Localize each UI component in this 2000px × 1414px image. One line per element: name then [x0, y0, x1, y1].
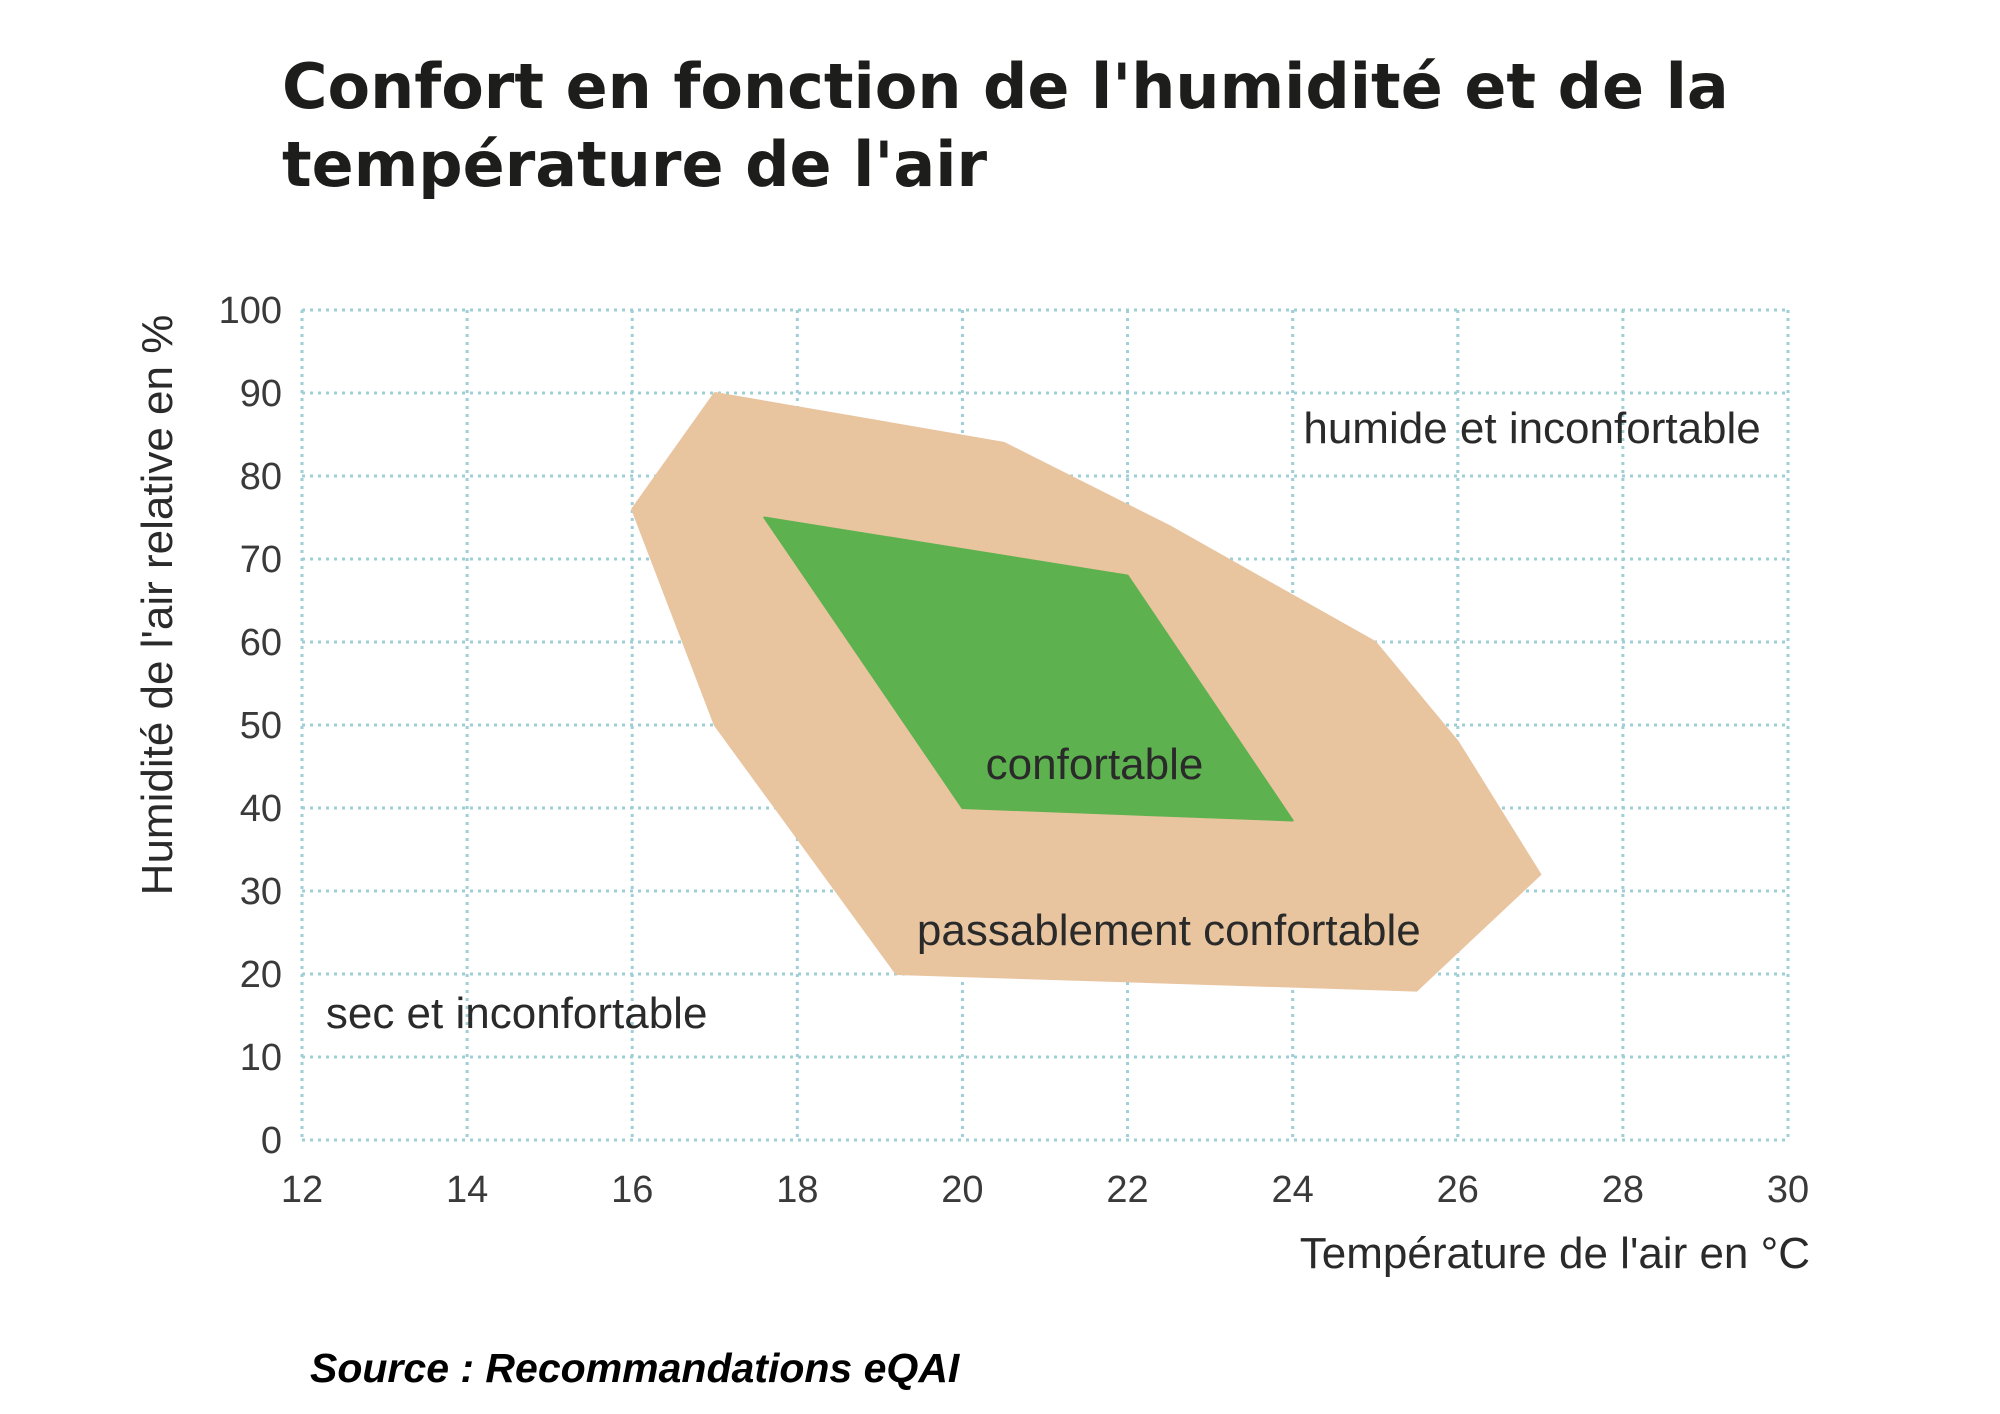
x-tick-label: 18 — [776, 1169, 818, 1211]
region-label: confortable — [986, 740, 1204, 789]
x-tick-label: 22 — [1106, 1169, 1148, 1211]
region-labels: humide et inconfortable confortable passab… — [326, 404, 1761, 1038]
y-axis-label: Humidité de l'air relative en % — [133, 315, 182, 896]
x-tick-label: 20 — [941, 1169, 983, 1211]
y-tick-label: 90 — [240, 373, 282, 415]
x-tick-label: 28 — [1602, 1169, 1644, 1211]
region-label: passablement confortable — [917, 906, 1421, 955]
x-tick-label: 14 — [446, 1169, 488, 1211]
y-tick-label: 0 — [261, 1120, 282, 1162]
y-tick-label: 40 — [240, 788, 282, 830]
x-tick-label: 30 — [1767, 1169, 1809, 1211]
y-tick-label: 80 — [240, 456, 282, 498]
y-tick-label: 20 — [240, 954, 282, 996]
region-1-polygon — [763, 516, 1294, 822]
x-tick-label: 16 — [611, 1169, 653, 1211]
source-note: Source : Recommandations eQAI — [310, 1345, 960, 1391]
y-tick-label: 10 — [240, 1037, 282, 1079]
y-tick-label: 30 — [240, 871, 282, 913]
chart-title: Confort en fonction de l'humidité et de … — [282, 50, 1729, 201]
x-tick-label: 12 — [281, 1169, 323, 1211]
axis-ticks: 12 14 16 18 20 22 24 26 28 30 0 10 20 30 40 50 60 70 80 90 1… — [219, 290, 1810, 1211]
y-tick-label: 70 — [240, 539, 282, 581]
y-tick-label: 100 — [219, 290, 282, 332]
x-tick-label: 24 — [1272, 1169, 1314, 1211]
y-tick-label: 50 — [240, 705, 282, 747]
region-label: humide et inconfortable — [1303, 404, 1760, 453]
x-axis-label: Température de l'air en °C — [1300, 1229, 1810, 1278]
region-label: sec et inconfortable — [326, 989, 708, 1038]
x-tick-label: 26 — [1437, 1169, 1479, 1211]
comfort-regions — [631, 392, 1542, 992]
y-tick-label: 60 — [240, 622, 282, 664]
